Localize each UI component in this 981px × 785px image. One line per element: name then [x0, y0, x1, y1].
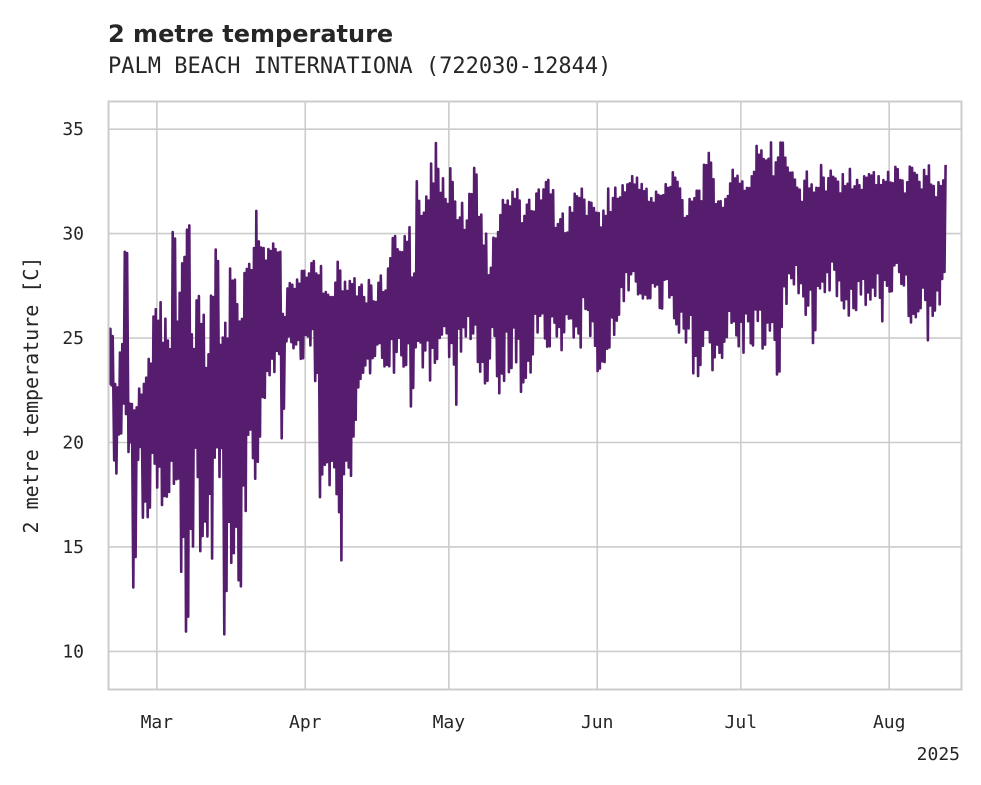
- plot-frame: [107, 100, 963, 691]
- y-tick-label: 35: [62, 119, 84, 140]
- x-tick-labels: Mar Apr May Jun Jul Aug: [141, 712, 906, 733]
- y-axis-label: 2 metre temperature [C]: [19, 257, 43, 534]
- x-tick-label: Aug: [873, 712, 906, 733]
- x-tick-label: Jul: [725, 712, 758, 733]
- x-tick-label: May: [433, 712, 466, 733]
- x-tick-label: Mar: [141, 712, 174, 733]
- temperature-line: [108, 141, 947, 636]
- y-tick-labels: 10 15 20 25 30 35: [62, 119, 84, 662]
- y-tick-label: 30: [62, 224, 84, 245]
- y-tick-label: 20: [62, 433, 84, 454]
- x-tick-label: Apr: [289, 712, 322, 733]
- y-tick-label: 15: [62, 537, 84, 558]
- series-group: [108, 141, 947, 636]
- chart-title: 2 metre temperature: [108, 20, 393, 48]
- chart-subtitle: PALM BEACH INTERNATIONA (722030-12844): [108, 54, 611, 79]
- y-tick-label: 10: [62, 641, 84, 662]
- x-tick-label: Jun: [581, 712, 614, 733]
- x-offset-label: 2025: [917, 744, 960, 765]
- y-tick-label: 25: [62, 328, 84, 349]
